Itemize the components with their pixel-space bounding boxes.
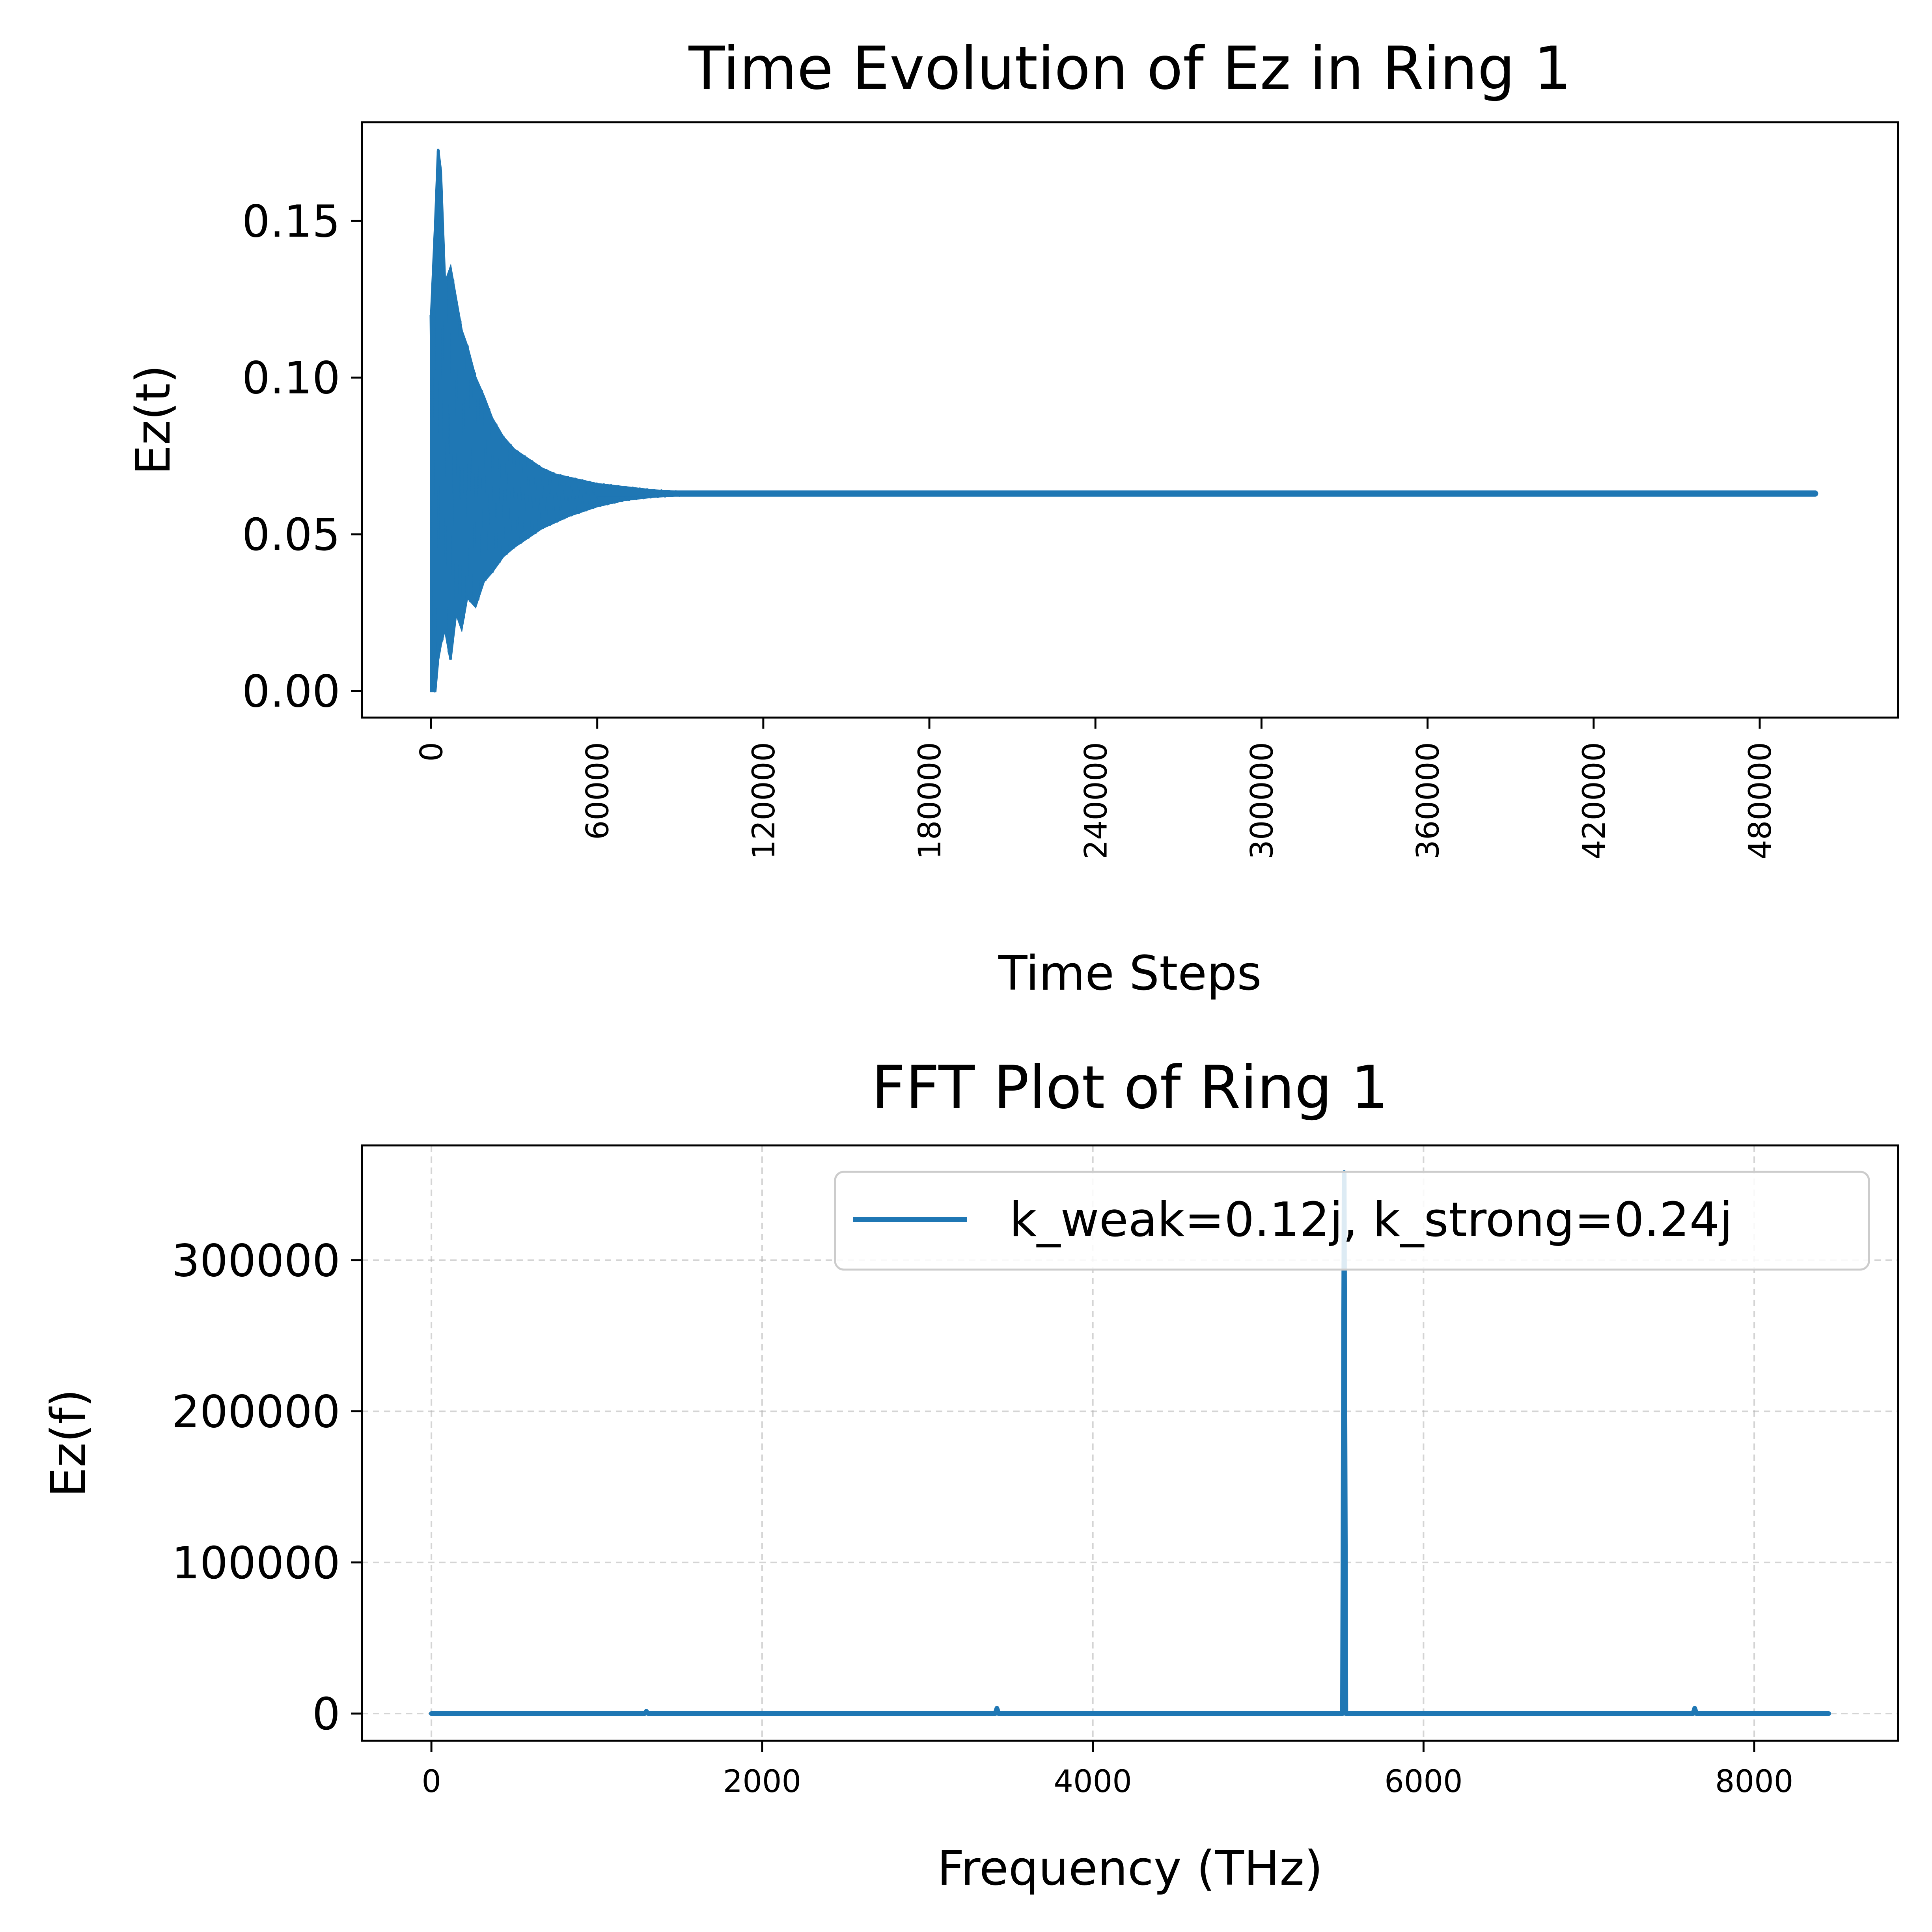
chart-title: FFT Plot of Ring 1 [871, 1054, 1388, 1122]
axes-frame [361, 121, 1899, 719]
legend-label: k_weak=0.12j, k_strong=0.24j [1009, 1193, 1732, 1248]
x-tick-label: 6000 [1384, 1764, 1463, 1800]
y-tick-label: 0 [312, 1689, 340, 1740]
x-tick-label: 0 [421, 1764, 441, 1800]
chart-title: Time Evolution of Ez in Ring 1 [688, 34, 1571, 103]
y-tick-label: 300000 [172, 1235, 340, 1287]
x-axis: 0 2000 4000 6000 8000 [421, 1741, 1793, 1800]
x-tick-label: 4000 [1054, 1764, 1132, 1800]
x-tick-label: 8000 [1715, 1764, 1794, 1800]
series-line [429, 1170, 1831, 1716]
x-tick-label: 0 [414, 742, 449, 762]
y-tick-label: 200000 [172, 1387, 340, 1438]
y-tick-label: 0.15 [242, 196, 340, 247]
x-tick-label: 120000 [746, 742, 782, 860]
plot-area [429, 1170, 1831, 1716]
legend-box [834, 1171, 1870, 1271]
axes-frame [361, 1144, 1899, 1742]
x-tick-label: 360000 [1411, 742, 1446, 860]
x-axis: 0 60000 120000 180000 240000 300000 360000 4200… [414, 718, 1778, 860]
y-tick-label: 0.05 [242, 509, 340, 561]
x-axis-label: Time Steps [998, 946, 1262, 1001]
x-tick-label: 480000 [1743, 742, 1778, 860]
y-axis-label: Ez(t) [126, 365, 181, 475]
x-tick-label: 420000 [1577, 742, 1612, 860]
y-axis: 0.00 0.05 0.10 0.15 [242, 196, 362, 717]
fft-chart: FFT Plot of Ring 1 0 2000 4000 6000 8000 0 10… [41, 1054, 1899, 1896]
x-tick-label: 240000 [1078, 742, 1114, 860]
y-axis: 0 100000 200000 300000 [172, 1235, 362, 1740]
y-tick-label: 0.00 [242, 666, 340, 717]
x-tick-label: 180000 [912, 742, 948, 860]
legend: k_weak=0.12j, k_strong=0.24j [834, 1171, 1870, 1271]
time-evolution-chart: Time Evolution of Ez in Ring 1 0 60000 120… [126, 34, 1899, 1001]
y-axis-label: Ez(f) [41, 1389, 96, 1497]
x-axis-label: Frequency (THz) [937, 1841, 1323, 1896]
y-tick-label: 0.10 [242, 353, 340, 404]
x-tick-label: 2000 [723, 1764, 802, 1800]
x-tick-label: 60000 [580, 742, 616, 840]
y-tick-label: 100000 [172, 1538, 340, 1589]
plot-area [429, 149, 1818, 693]
x-tick-label: 300000 [1244, 742, 1280, 860]
